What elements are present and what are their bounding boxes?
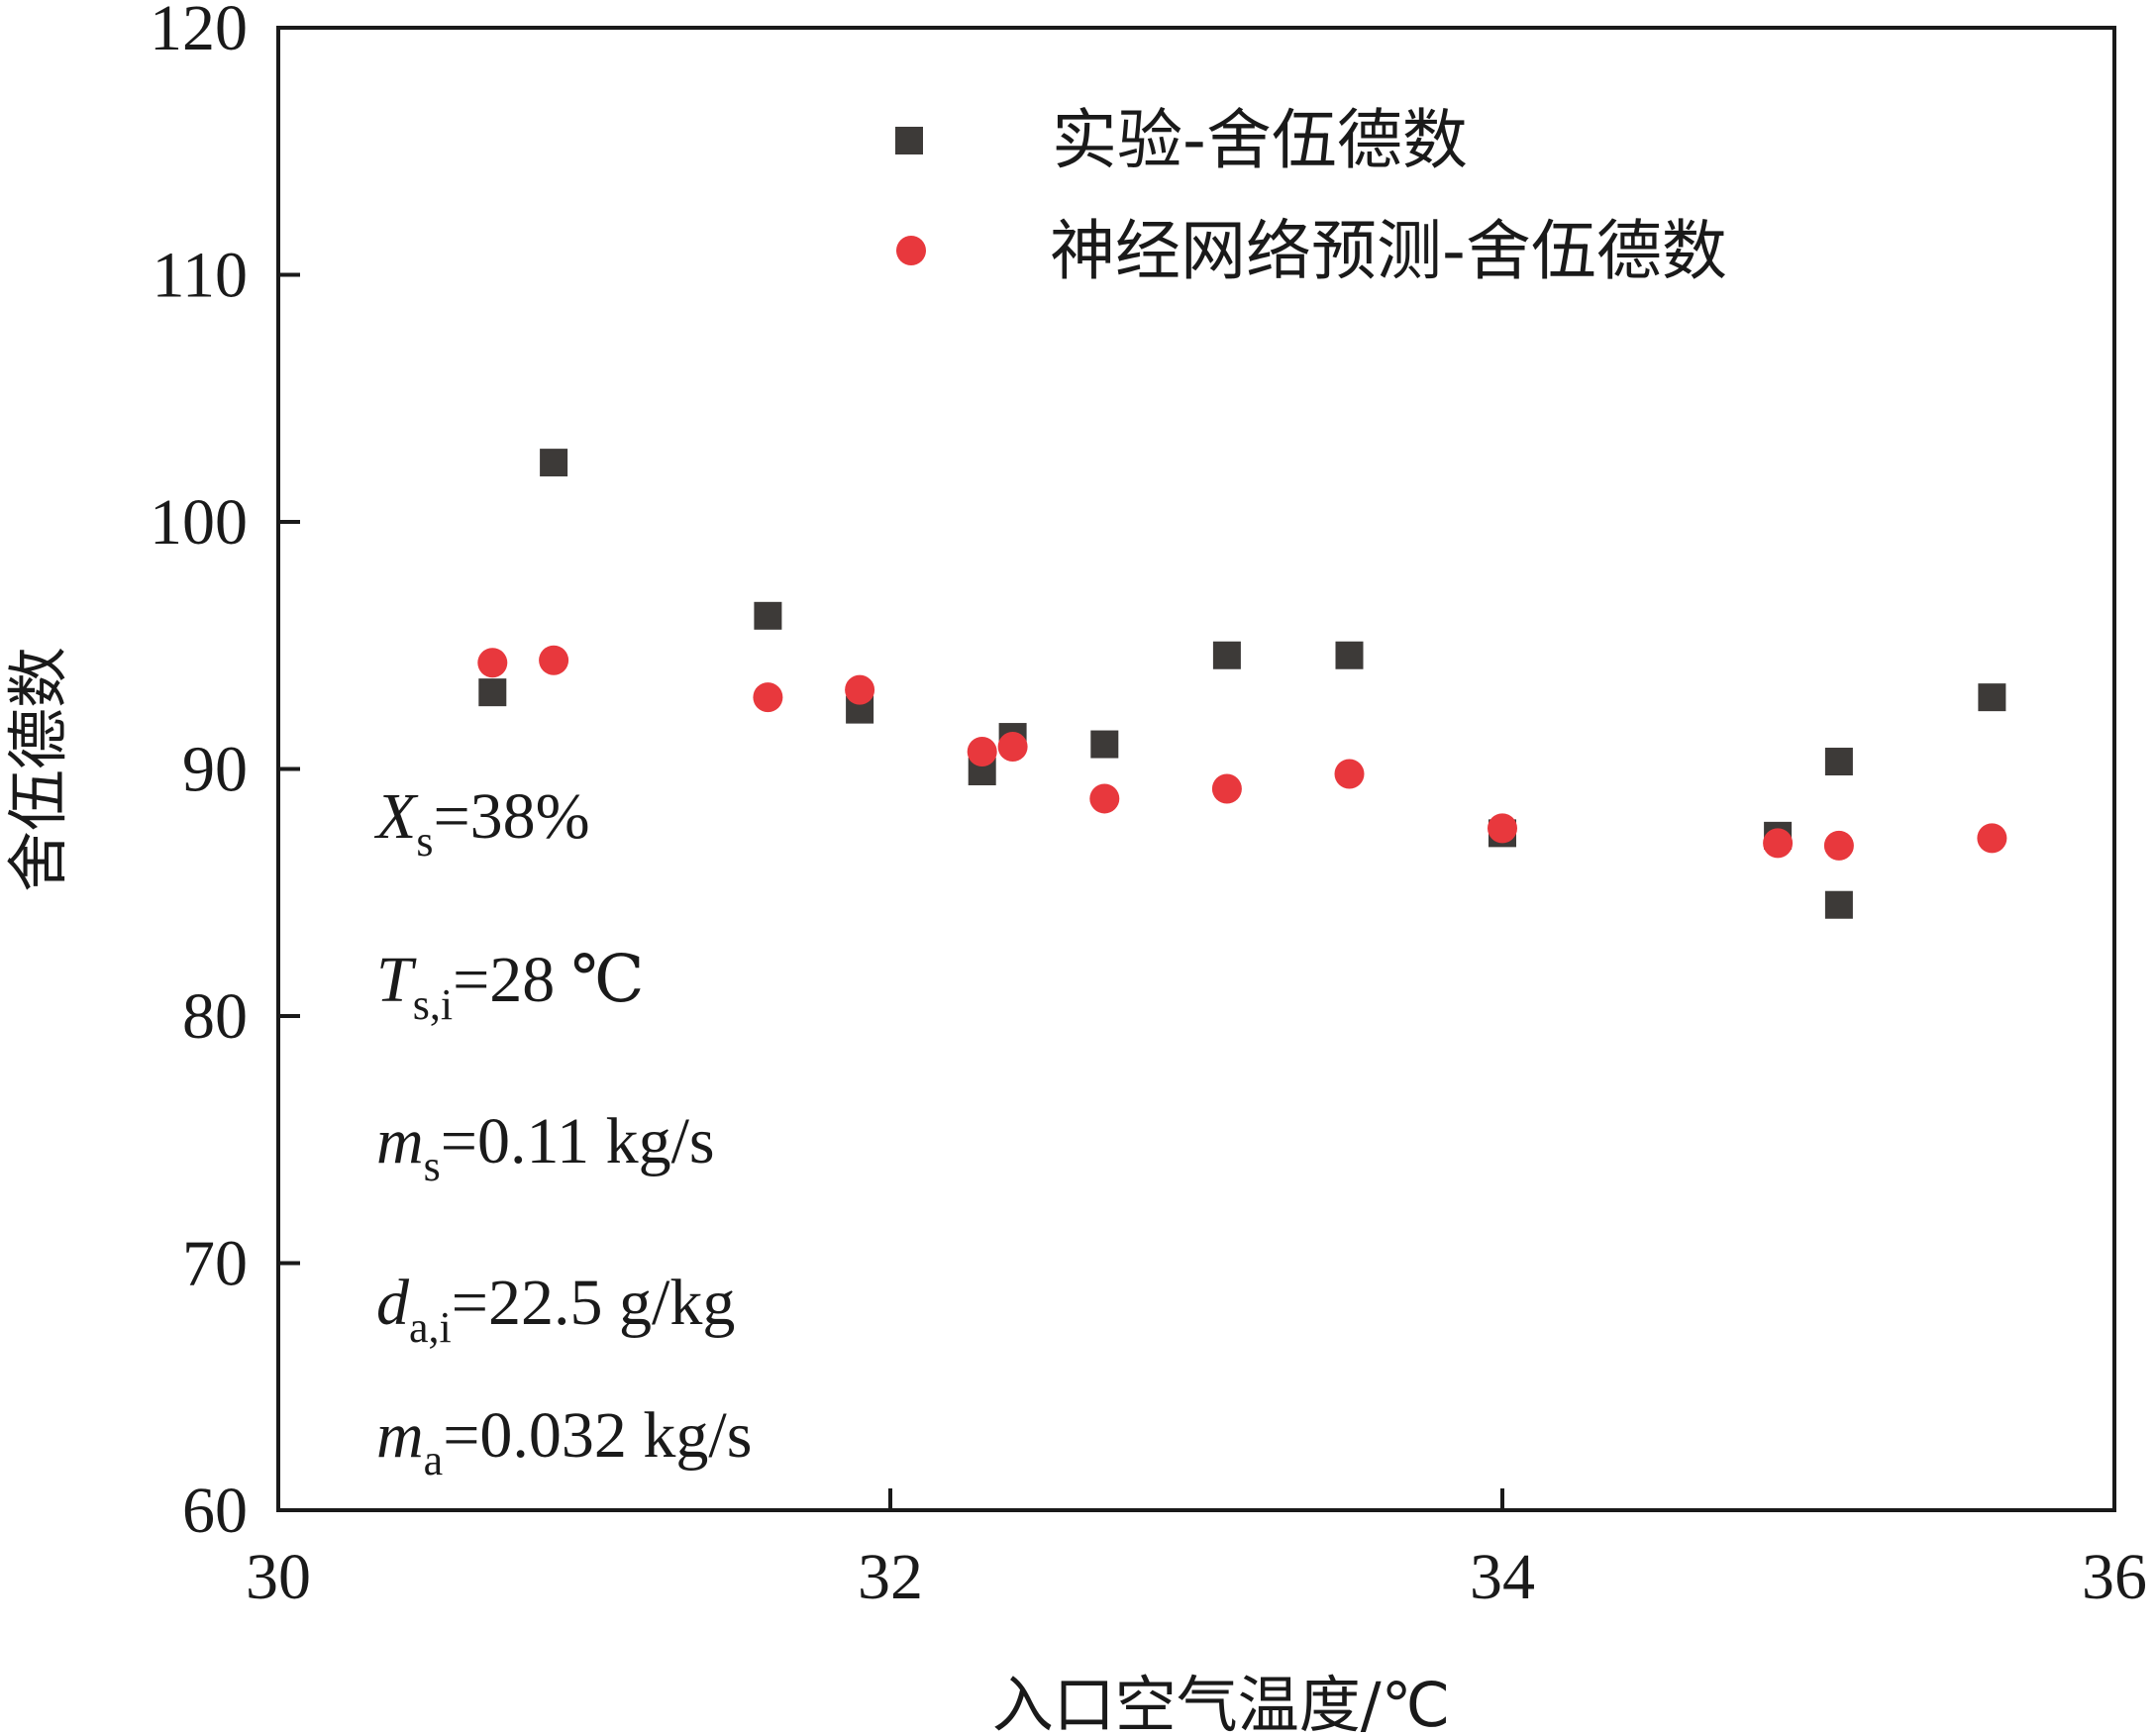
experiment-point [1978, 683, 2006, 712]
annotation-line: da,i=22.5 g/kg [376, 1267, 735, 1352]
y-tick-label: 100 [150, 486, 248, 559]
legend-label-experiment: 实验-舍伍德数 [1052, 102, 1468, 178]
prediction-point [1763, 828, 1794, 859]
condition-annotations: Xs=38% Ts,i=28 ℃ ms=0.11 kg/s da,i=22.5 g/k… [373, 780, 752, 1484]
prediction-point [845, 674, 875, 705]
x-tick-label: 30 [246, 1541, 311, 1613]
axis-ticks [278, 272, 1504, 1510]
prediction-point [1488, 813, 1517, 844]
annotation-line: ms=0.11 kg/s [376, 1105, 715, 1190]
experiment-point [1824, 890, 1853, 919]
experiment-point [1090, 730, 1119, 759]
x-tick-label: 34 [1470, 1541, 1535, 1613]
prediction-point [1823, 830, 1854, 861]
prediction-point [1334, 759, 1365, 789]
prediction-point [1977, 823, 2007, 854]
annotation-line: Ts,i=28 ℃ [376, 944, 645, 1029]
y-tick-label: 110 [152, 240, 248, 312]
x-tick-labels: 30 32 34 36 [246, 1541, 2147, 1613]
y-tick-label: 90 [182, 734, 248, 806]
data-points [477, 449, 2007, 919]
experiment-point [1824, 748, 1853, 776]
prediction-point [1211, 773, 1242, 804]
x-tick-label: 36 [2082, 1541, 2147, 1613]
prediction-point [967, 737, 997, 767]
y-axis-title: 舍伍德数 [2, 647, 74, 892]
y-tick-label: 80 [182, 980, 248, 1053]
y-tick-label: 70 [182, 1228, 248, 1300]
x-axis-title: 入口空气温度/℃ [992, 1669, 1451, 1736]
prediction-point [1089, 783, 1120, 814]
experiment-point [478, 678, 507, 707]
legend-label-prediction: 神经网络预测-舍伍德数 [1050, 213, 1727, 289]
prediction-point [997, 732, 1028, 763]
experiment-point [1212, 641, 1241, 669]
experiment-point [1335, 641, 1364, 669]
annotation-line: Xs=38% [373, 780, 590, 866]
x-tick-label: 32 [858, 1541, 923, 1613]
legend: 实验-舍伍德数 神经网络预测-舍伍德数 [895, 102, 1727, 289]
prediction-point [753, 682, 783, 713]
legend-marker-experiment [895, 127, 923, 154]
experiment-point [754, 601, 782, 630]
legend-marker-prediction [896, 236, 926, 265]
y-tick-label: 120 [150, 0, 248, 64]
prediction-point [477, 648, 508, 678]
y-tick-labels: 60 70 80 90 100 110 120 [150, 0, 248, 1547]
annotation-line: ma=0.032 kg/s [376, 1399, 752, 1484]
y-tick-label: 60 [182, 1475, 248, 1547]
experiment-point [540, 449, 568, 477]
prediction-point [539, 645, 569, 675]
